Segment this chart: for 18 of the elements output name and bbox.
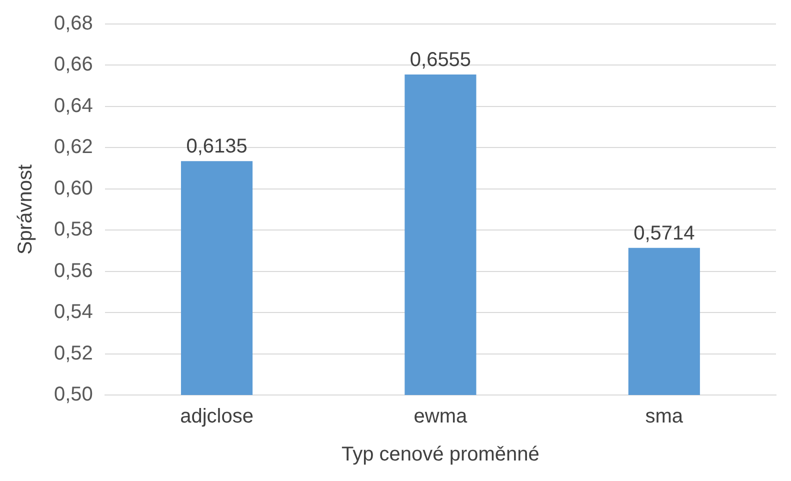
data-label: 0,5714 [634, 222, 695, 244]
data-label: 0,6135 [186, 136, 248, 158]
y-tick-label: 0,64 [54, 94, 93, 117]
x-tick-label: sma [645, 406, 684, 428]
x-axis-title: Typ cenové proměnné [342, 444, 540, 466]
y-tick-label: 0,66 [54, 54, 93, 76]
y-axis-title: Správnost [14, 164, 37, 255]
y-tick-label: 0,58 [54, 218, 93, 241]
y-tick-label: 0,62 [54, 136, 93, 158]
x-tick-label: ewma [414, 406, 468, 428]
y-tick-label: 0,68 [54, 12, 93, 35]
y-tick-label: 0,60 [54, 177, 93, 200]
y-tick-label: 0,52 [54, 342, 93, 364]
y-tick-label: 0,56 [54, 260, 93, 282]
y-tick-label: 0,54 [54, 301, 93, 324]
x-tick-label: adjclose [180, 406, 254, 428]
data-label: 0,6555 [410, 49, 472, 72]
y-tick-label: 0,50 [54, 384, 93, 406]
